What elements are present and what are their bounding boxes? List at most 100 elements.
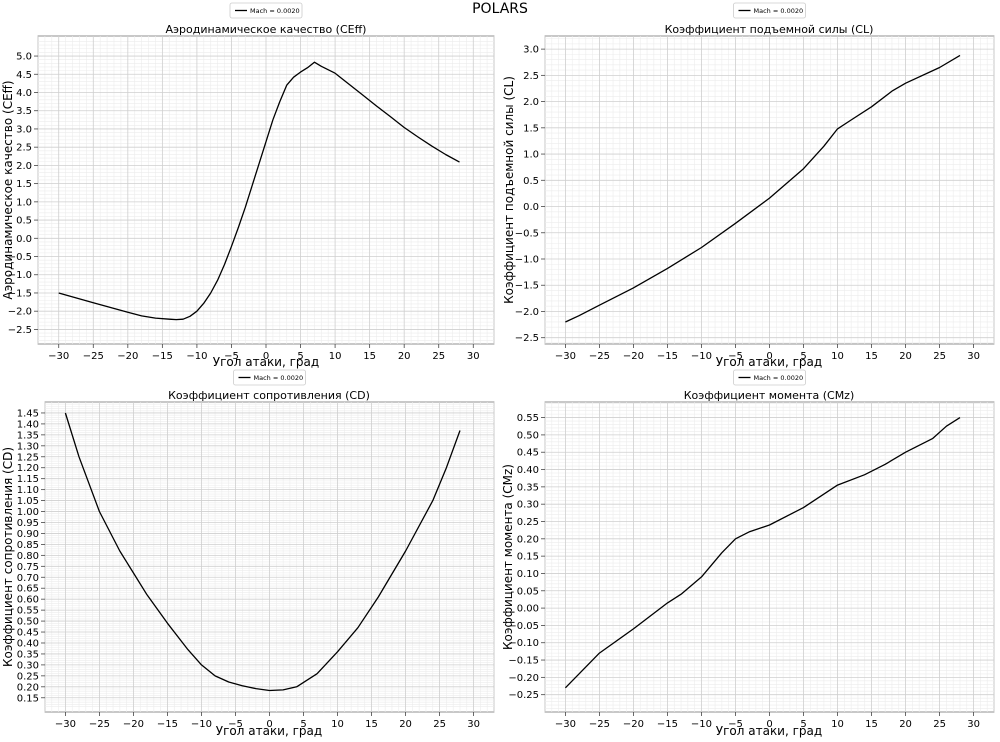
legend-box (229, 2, 303, 19)
y-tick-label: 0.15 (517, 552, 539, 563)
chart-title: Аэродинамическое качество (CEff) (166, 23, 367, 36)
y-tick-label: 1.15 (17, 474, 39, 485)
x-tick-label: 5 (300, 719, 306, 730)
y-tick-label: 2.0 (16, 161, 32, 172)
x-axis-label: Угол атаки, град (716, 724, 822, 738)
y-tick-label: 0.35 (17, 649, 39, 660)
y-tick-label: 1.0 (523, 150, 539, 161)
y-tick-label: 0.55 (17, 606, 39, 617)
data-lines (565, 54, 961, 323)
x-tick-label: −30 (48, 351, 69, 362)
y-tick-label: 0.20 (17, 682, 39, 693)
x-tick-label: −25 (589, 351, 610, 362)
tick-labels: −30 −25 −20 −15 −10 −5 0 5 10 15 20 25 30 −2.5 −2.0 −1.… (515, 45, 980, 362)
chart-title: Коэффициент сопротивления (CD) (168, 389, 370, 402)
y-tick-label: 1.00 (17, 507, 39, 518)
figure-title: POLARS (472, 1, 528, 17)
y-tick-label: 0.30 (17, 660, 39, 671)
x-tick-label: 10 (329, 351, 342, 362)
x-tick-label: −15 (152, 351, 173, 362)
x-tick-label: 30 (967, 351, 980, 362)
y-tick-label: −1.0 (8, 270, 32, 281)
y-tick-label: −2.5 (8, 325, 32, 336)
legend: Mach = 0.0020 (233, 369, 306, 386)
legend: Mach = 0.0020 (229, 2, 303, 19)
x-tick-label: −15 (157, 719, 178, 730)
x-tick-label: 25 (933, 351, 946, 362)
data-lines (64, 412, 461, 692)
x-tick-label: 15 (363, 351, 376, 362)
x-tick-label: 30 (967, 719, 980, 730)
y-tick-label: 0.75 (17, 562, 39, 573)
grid (544, 402, 995, 712)
x-tick-label: 15 (365, 719, 378, 730)
y-tick-label: 1.10 (17, 485, 39, 496)
legend-box (733, 2, 806, 19)
grid (544, 36, 995, 344)
tick-labels: −30 −25 −20 −15 −10 −5 0 5 10 15 20 25 30 −0.25 −0.20 −… (508, 413, 980, 730)
y-tick-label: 0.45 (17, 628, 39, 639)
x-tick-label: 20 (899, 719, 912, 730)
x-tick-label: 20 (399, 719, 412, 730)
y-tick-label: 0.90 (17, 529, 39, 540)
chart-panel-ceff: −30 −25 −20 −15 −10 −5 0 5 10 15 20 25 30 −2.5 −2.0 −1.… (0, 0, 500, 369)
chart-cl: −30 −25 −20 −15 −10 −5 0 5 10 15 20 25 30 −2.5 −2.0 −1.… (502, 2, 995, 369)
y-tick-label: 1.5 (523, 123, 539, 134)
y-tick-label: 0.55 (517, 413, 539, 424)
x-tick-label: −10 (191, 719, 212, 730)
x-tick-label: 25 (933, 719, 946, 730)
grid (37, 36, 495, 344)
y-tick-label: 1.35 (17, 430, 39, 441)
x-tick-label: −15 (657, 351, 678, 362)
y-tick-label: −0.05 (508, 621, 539, 632)
y-tick-label: −2.0 (8, 307, 32, 318)
chart-cmz: −30 −25 −20 −15 −10 −5 0 5 10 15 20 25 30 −0.25 −0.20 −… (501, 369, 995, 738)
y-tick-label: 0.5 (16, 216, 32, 227)
x-tick-label: 25 (433, 719, 446, 730)
y-tick-label: 0.65 (17, 584, 39, 595)
tick-labels: −30 −25 −20 −15 −10 −5 0 5 10 15 20 25 30 0.150.200.2… (17, 408, 480, 730)
y-tick-label: 1.45 (17, 408, 39, 419)
chart-title: Коэффициент момента (CMz) (684, 389, 855, 402)
x-tick-label: 0 (263, 351, 269, 362)
grid (44, 402, 495, 712)
x-tick-label: −20 (623, 719, 644, 730)
x-tick-label: −30 (555, 719, 576, 730)
x-tick-label: −20 (123, 719, 144, 730)
chart-cd: −30 −25 −20 −15 −10 −5 0 5 10 15 20 25 30 0.150.200.2… (1, 369, 495, 738)
y-tick-label: 1.40 (17, 419, 39, 430)
tick-labels: −30 −25 −20 −15 −10 −5 0 5 10 15 20 25 30 −2.5 −2.0 −1.… (8, 52, 480, 362)
x-axis-label: Угол атаки, град (213, 355, 319, 369)
y-tick-label: 1.20 (17, 463, 39, 474)
y-tick-label: −0.5 (515, 228, 539, 239)
x-tick-label: 10 (331, 719, 344, 730)
chart-title: Коэффициент подъемной силы (CL) (665, 23, 874, 36)
x-tick-label: 15 (865, 351, 878, 362)
y-tick-label: 1.30 (17, 441, 39, 452)
y-tick-label: 3.0 (523, 45, 539, 56)
x-axis-label: Угол атаки, град (716, 355, 822, 369)
y-tick-label: 0.30 (517, 500, 539, 511)
x-tick-label: −20 (623, 351, 644, 362)
y-tick-label: 3.0 (16, 124, 32, 135)
x-tick-label: −30 (55, 719, 76, 730)
x-tick-label: 25 (432, 351, 445, 362)
x-tick-label: 30 (467, 351, 480, 362)
series-line (58, 61, 460, 321)
y-tick-label: −1.0 (515, 254, 539, 265)
y-axis-label: Коэффициент момента (CMz) (501, 464, 515, 650)
y-tick-label: 2.5 (16, 143, 32, 154)
series-line (565, 54, 961, 323)
y-tick-label: 0.15 (17, 693, 39, 704)
y-tick-label: 0.95 (17, 518, 39, 529)
x-tick-label: 5 (800, 719, 806, 730)
y-tick-label: −0.20 (508, 673, 539, 684)
legend-label: Mach = 0.0020 (250, 7, 300, 15)
x-tick-label: −5 (224, 351, 239, 362)
chart-ceff: −30 −25 −20 −15 −10 −5 0 5 10 15 20 25 30 −2.5 −2.0 −1.… (1, 2, 495, 369)
legend-label: Mach = 0.0020 (754, 7, 804, 15)
x-tick-label: 0 (266, 719, 272, 730)
y-tick-label: 0.40 (517, 465, 539, 476)
legend-box (233, 369, 306, 386)
series-line (64, 412, 461, 692)
